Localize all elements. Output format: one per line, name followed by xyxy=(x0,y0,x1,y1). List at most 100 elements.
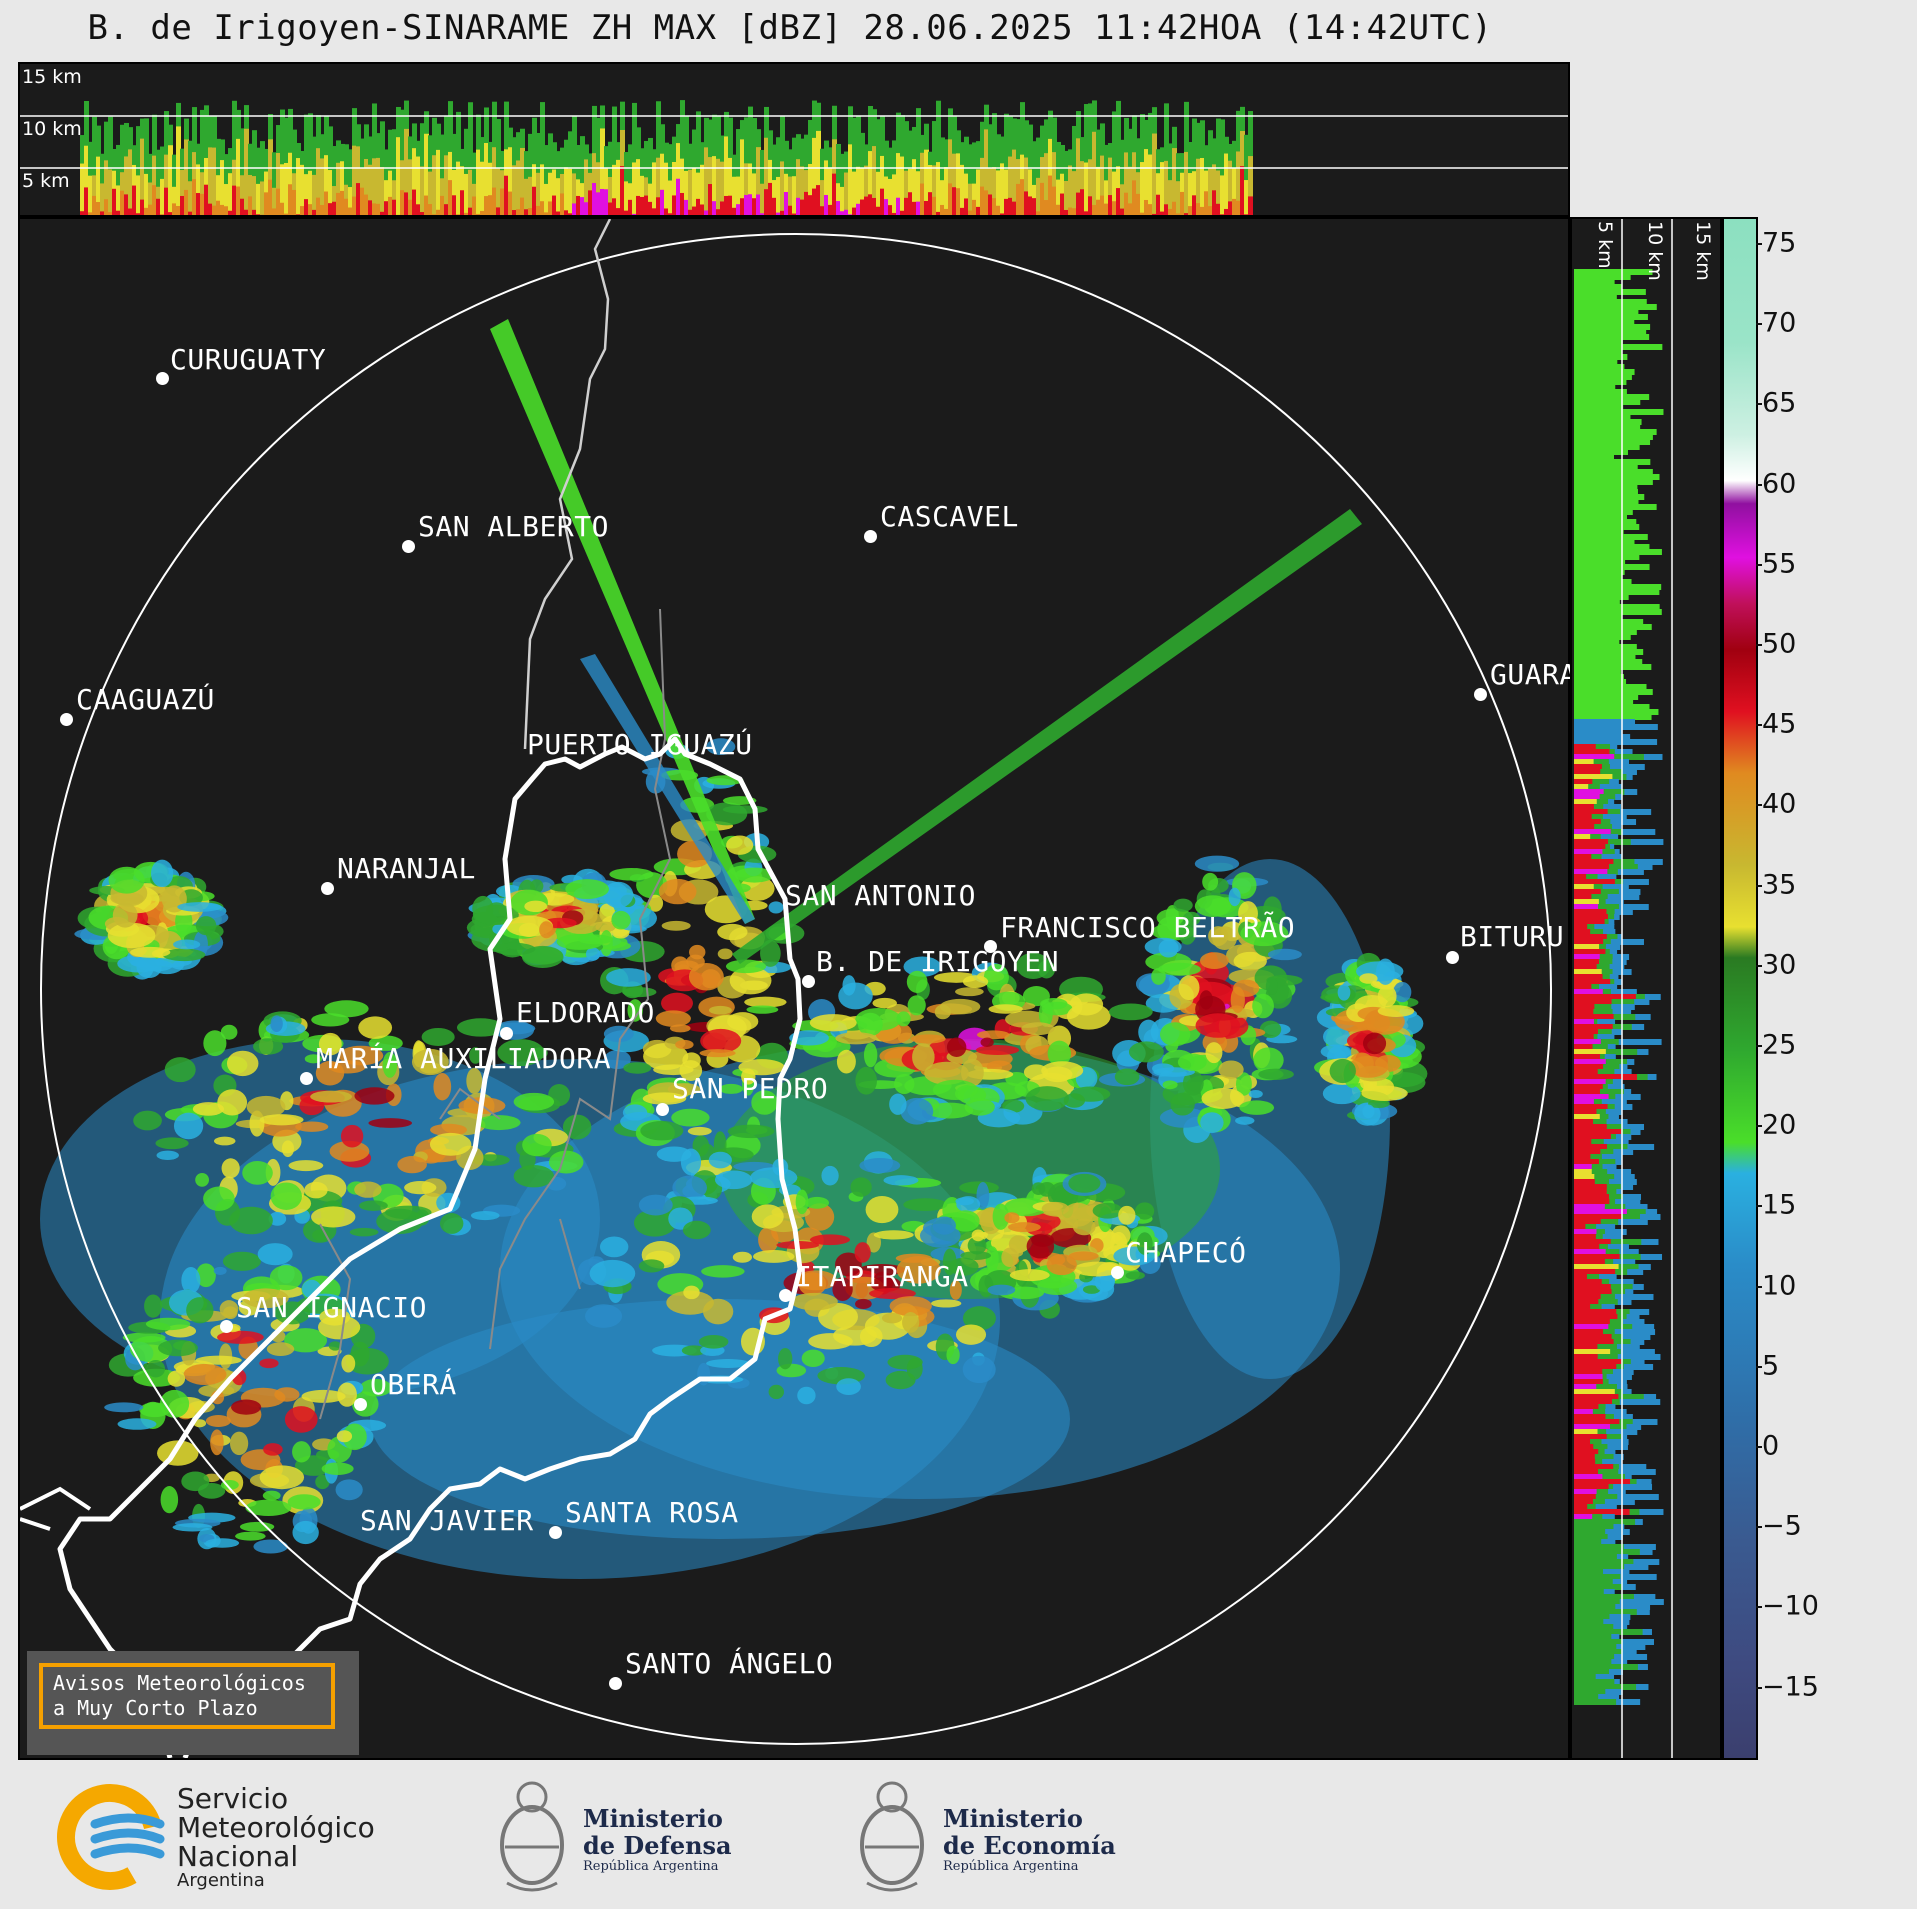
city-label: SANTA ROSA xyxy=(565,1496,739,1529)
city-label: CAAGUAZÚ xyxy=(76,683,215,716)
coat-of-arms-icon xyxy=(500,1781,564,1892)
city-label: ITAPIRANGA xyxy=(795,1260,969,1293)
economia-line-3: República Argentina xyxy=(943,1859,1079,1874)
city-dot xyxy=(321,882,334,895)
city-label: GUARA xyxy=(1490,658,1577,691)
colorbar-tickmark xyxy=(1756,483,1762,486)
city-dot xyxy=(500,1027,513,1040)
city-label: PUERTO IGUAZÚ xyxy=(527,728,753,761)
city-label: B. DE IRIGOYEN xyxy=(816,945,1060,978)
city-dot xyxy=(60,713,73,726)
defensa-line-3: República Argentina xyxy=(583,1859,719,1874)
city-label: BITURU xyxy=(1460,920,1565,953)
city-dot xyxy=(354,1398,367,1411)
top-km-15: 15 km xyxy=(22,66,82,88)
colorbar-tickmark xyxy=(1756,724,1762,727)
precipitation-echoes xyxy=(40,738,1428,1579)
city-label: OBERÁ xyxy=(370,1368,457,1401)
country-border-grey xyxy=(523,219,612,750)
city-label: FRANCISCO BELTRÃO xyxy=(1000,911,1296,944)
warning-line-2: a Muy Corto Plazo xyxy=(53,1696,258,1720)
defensa-line-1: Ministerio xyxy=(583,1804,723,1833)
top-km-10: 10 km xyxy=(22,118,82,140)
colorbar-tick-label: 0 xyxy=(1762,1430,1780,1462)
colorbar-tickmark xyxy=(1756,1686,1762,1689)
city-dot xyxy=(984,940,997,953)
city-label: SANTO ÁNGELO xyxy=(625,1647,834,1680)
city-dot xyxy=(1111,1266,1124,1279)
colorbar xyxy=(1722,217,1758,1760)
coat-of-arms-icon xyxy=(860,1781,924,1892)
city-dot xyxy=(156,372,169,385)
city-label: CASCAVEL xyxy=(880,500,1019,533)
colorbar-tick-label: 40 xyxy=(1762,788,1797,820)
colorbar-tickmark xyxy=(1756,1606,1762,1609)
economia-line-1: Ministerio xyxy=(943,1804,1083,1833)
colorbar-tickmark xyxy=(1756,563,1762,566)
colorbar-tick-label: 55 xyxy=(1762,548,1797,580)
radar-map-canvas xyxy=(20,219,1552,1758)
city-dot xyxy=(1446,951,1459,964)
colorbar-tickmark xyxy=(1756,1285,1762,1288)
city-dot xyxy=(779,1289,792,1302)
city-dot xyxy=(656,1103,669,1116)
colorbar-tick-label: 10 xyxy=(1762,1270,1797,1302)
smn-line-3: Nacional xyxy=(177,1840,299,1873)
warning-box[interactable]: Avisos Meteorológicos a Muy Corto Plazo xyxy=(27,1651,359,1755)
colorbar-tickmark xyxy=(1756,1125,1762,1128)
colorbar-tick-label: 70 xyxy=(1762,307,1797,339)
colorbar-tick-label: 5 xyxy=(1762,1350,1780,1382)
city-label: SAN ALBERTO xyxy=(418,510,609,543)
smn-line-1: Servicio xyxy=(177,1782,289,1815)
range-ring xyxy=(40,233,1552,1745)
colorbar-tickmark xyxy=(1756,804,1762,807)
city-dot xyxy=(1474,688,1487,701)
top-xsec-echo xyxy=(20,100,1568,215)
city-label: SAN ANTONIO xyxy=(785,879,976,912)
colorbar-tickmark xyxy=(1756,243,1762,245)
southwest-border xyxy=(20,1486,92,1531)
colorbar-tickmark xyxy=(1756,323,1762,326)
province-border xyxy=(319,608,672,1420)
colorbar-tick-label: −5 xyxy=(1762,1510,1802,1542)
right-xsec-echo xyxy=(1574,219,1673,1758)
colorbar-tick-label: 35 xyxy=(1762,869,1797,901)
smn-logo: Servicio Meteorológico Nacional Argentin… xyxy=(55,1782,395,1892)
radar-map[interactable]: CURUGUATY SAN ALBERTO CASCAVEL CAAGUAZÚ PUER… xyxy=(18,217,1576,1760)
colorbar-tickmark xyxy=(1756,403,1762,406)
colorbar-tickmark xyxy=(1756,1526,1762,1529)
right-km-15: 15 km xyxy=(1692,221,1714,281)
colorbar-tick-label: 60 xyxy=(1762,468,1797,500)
top-cross-section: 15 km 10 km 5 km xyxy=(18,62,1570,217)
city-dot xyxy=(402,540,415,553)
colorbar-tickmark xyxy=(1756,1446,1762,1448)
defensa-line-2: de Defensa xyxy=(583,1831,732,1860)
radar-spike-ne xyxy=(732,509,1362,964)
city-dot xyxy=(549,1526,562,1539)
defensa-logo: Ministerio de Defensa República Argentin… xyxy=(495,1775,795,1900)
colorbar-tick-label: 45 xyxy=(1762,708,1797,740)
smn-line-2: Meteorológico xyxy=(177,1811,375,1844)
economia-line-2: de Economía xyxy=(943,1831,1116,1860)
top-km-5: 5 km xyxy=(22,170,70,192)
city-label: NARANJAL xyxy=(337,852,476,885)
colorbar-tick-label: 50 xyxy=(1762,628,1797,660)
colorbar-tick-label: 25 xyxy=(1762,1029,1797,1061)
colorbar-tick-label: 20 xyxy=(1762,1109,1797,1141)
colorbar-tick-label: −15 xyxy=(1762,1671,1819,1703)
country-border-white xyxy=(57,736,803,1758)
smn-line-4: Argentina xyxy=(177,1870,265,1891)
city-label: CURUGUATY xyxy=(170,343,327,376)
colorbar-tickmark xyxy=(1756,884,1762,887)
colorbar-tick-label: 30 xyxy=(1762,949,1797,981)
city-label: ELDORADO xyxy=(516,996,655,1029)
city-label: SAN IGNACIO xyxy=(236,1291,427,1324)
city-dot xyxy=(864,530,877,543)
city-label: MARÍA AUXILIADORA xyxy=(316,1042,612,1075)
colorbar-tickmark xyxy=(1756,1205,1762,1208)
city-label: SAN PEDRO xyxy=(672,1072,829,1105)
colorbar-tick-label: 15 xyxy=(1762,1189,1797,1221)
right-km-5: 5 km xyxy=(1594,221,1616,269)
colorbar-tick-label: 65 xyxy=(1762,387,1797,419)
city-label: SAN JAVIER xyxy=(360,1504,534,1537)
